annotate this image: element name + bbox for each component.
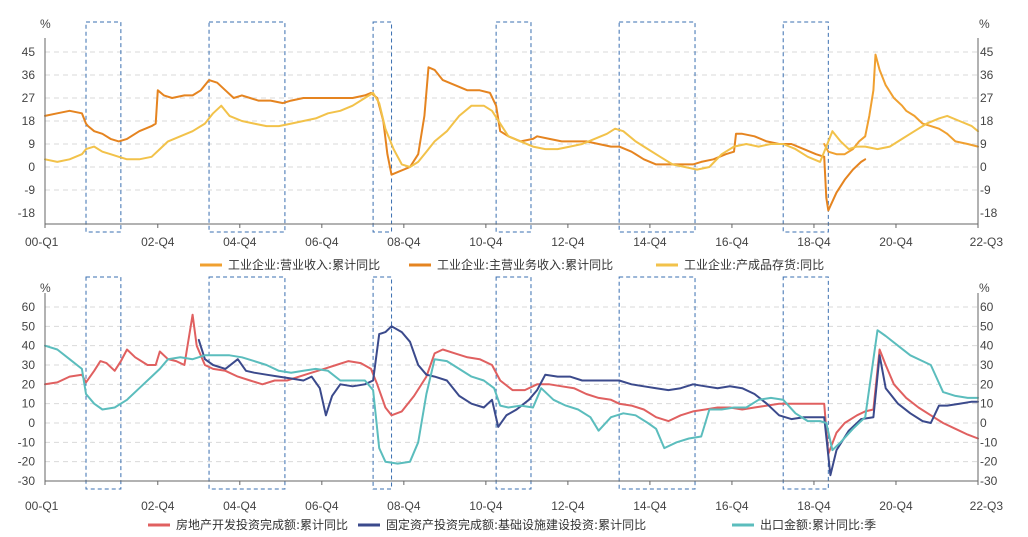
top-right-unit: % xyxy=(979,17,990,31)
highlight-period-box xyxy=(782,21,829,233)
x-tick-label: 10-Q4 xyxy=(469,235,503,249)
x-tick-label: 12-Q4 xyxy=(551,499,585,513)
y-tick-label-right: 30 xyxy=(980,358,994,372)
y-tick-label-right: 20 xyxy=(980,377,994,391)
x-tick-label: 02-Q4 xyxy=(141,235,175,249)
legend-label: 房地产开发投资完成额:累计同比 xyxy=(176,517,348,532)
top-left-unit: % xyxy=(40,17,51,31)
x-tick-label: 14-Q4 xyxy=(633,235,667,249)
y-tick-label-left: -20 xyxy=(18,455,36,469)
y-tick-label-left: 9 xyxy=(28,137,35,151)
y-tick-label-left: 36 xyxy=(22,68,36,82)
highlight-period-box xyxy=(372,276,393,490)
highlight-period-box xyxy=(372,21,393,233)
y-tick-label-right: 40 xyxy=(980,339,994,353)
highlight-period-box xyxy=(495,21,532,233)
highlight-period-box xyxy=(208,21,286,233)
y-tick-label-left: 0 xyxy=(28,160,35,174)
bottom-right-unit: % xyxy=(979,281,990,295)
y-tick-label-right: 60 xyxy=(980,300,994,314)
y-tick-label-left: 40 xyxy=(22,339,36,353)
series-line xyxy=(823,53,949,156)
chart-bottom: -30 -30 -20 -20 -10 -10 0 0 10 10 20 20 30 30 40 40 50 50… xyxy=(18,276,1004,532)
x-tick-label: 16-Q4 xyxy=(715,235,749,249)
legend-label: 工业企业:主营业务收入:累计同比 xyxy=(437,257,613,272)
y-tick-label-right: -20 xyxy=(980,455,998,469)
x-tick-label: 02-Q4 xyxy=(141,499,175,513)
x-tick-label: 06-Q4 xyxy=(305,235,339,249)
series-line xyxy=(823,155,867,212)
x-tick-label: 22-Q3 xyxy=(970,499,1004,513)
x-tick-label: 18-Q4 xyxy=(797,235,831,249)
y-tick-label-left: 45 xyxy=(22,45,36,59)
x-tick-label: 08-Q4 xyxy=(387,499,421,513)
highlight-period-box xyxy=(618,276,696,490)
x-tick-label: 18-Q4 xyxy=(797,499,831,513)
top-legend: 工业企业:营业收入:累计同比 工业企业:主营业务收入:累计同比 工业企业:产成品存货… xyxy=(200,257,824,272)
y-tick-label-left: -9 xyxy=(24,183,35,197)
highlight-period-box xyxy=(208,276,286,490)
y-tick-label-right: 18 xyxy=(980,114,994,128)
y-tick-label-left: 10 xyxy=(22,397,36,411)
highlight-period-box xyxy=(85,21,122,233)
y-tick-label-right: 50 xyxy=(980,319,994,333)
y-tick-label-left: 0 xyxy=(28,416,35,430)
series-line xyxy=(44,329,979,465)
x-tick-label: 08-Q4 xyxy=(387,235,421,249)
x-tick-label: 14-Q4 xyxy=(633,499,667,513)
x-tick-label: 10-Q4 xyxy=(469,499,503,513)
x-tick-label: 00-Q1 xyxy=(25,499,59,513)
y-tick-label-right: -9 xyxy=(980,183,991,197)
x-tick-label: 12-Q4 xyxy=(551,235,585,249)
y-tick-label-left: -18 xyxy=(18,206,36,220)
y-tick-label-right: 45 xyxy=(980,45,994,59)
y-tick-label-left: -10 xyxy=(18,435,36,449)
legend-label: 出口金额:累计同比:季 xyxy=(760,517,876,532)
x-tick-label: 16-Q4 xyxy=(715,499,749,513)
y-tick-label-left: 27 xyxy=(22,91,36,105)
y-tick-label-right: 9 xyxy=(980,137,987,151)
bottom-legend: 房地产开发投资完成额:累计同比 固定资产投资完成额:基础设施建设投资:累计同比 出口… xyxy=(148,517,876,532)
y-tick-label-right: 36 xyxy=(980,68,994,82)
x-tick-label: 04-Q4 xyxy=(223,499,257,513)
legend-label: 固定资产投资完成额:基础设施建设投资:累计同比 xyxy=(386,517,646,532)
y-tick-label-left: 30 xyxy=(22,358,36,372)
y-tick-label-left: 60 xyxy=(22,300,36,314)
x-tick-label: 22-Q3 xyxy=(970,235,1004,249)
highlight-period-box xyxy=(495,276,532,490)
legend-label: 工业企业:产成品存货:同比 xyxy=(684,257,824,272)
y-tick-label-right: 27 xyxy=(980,91,994,105)
series-line xyxy=(44,66,826,176)
y-tick-label-right: -30 xyxy=(980,474,998,488)
y-tick-label-right: 10 xyxy=(980,397,994,411)
y-tick-label-left: 20 xyxy=(22,377,36,391)
x-tick-label: 20-Q4 xyxy=(879,499,913,513)
highlight-period-box xyxy=(782,276,829,490)
y-tick-label-left: -30 xyxy=(18,474,36,488)
series-line xyxy=(197,325,979,477)
x-tick-label: 20-Q4 xyxy=(879,235,913,249)
y-tick-label-right: -10 xyxy=(980,435,998,449)
highlight-period-box xyxy=(618,21,696,233)
y-tick-label-right: -18 xyxy=(980,206,998,220)
y-tick-label-left: 18 xyxy=(22,114,36,128)
chart-top: -18 -18 -9 -9 0 0 9 9 18 18 27 27 36 36 45 45 00-Q1 02-Q4… xyxy=(18,17,1004,272)
highlight-period-box xyxy=(85,276,122,490)
y-tick-label-right: 0 xyxy=(980,160,987,174)
x-tick-label: 04-Q4 xyxy=(223,235,257,249)
series-line xyxy=(44,91,979,171)
legend-label: 工业企业:营业收入:累计同比 xyxy=(228,257,380,272)
y-tick-label-left: 50 xyxy=(22,319,36,333)
x-tick-label: 00-Q1 xyxy=(25,235,59,249)
series-line xyxy=(946,132,979,148)
bottom-left-unit: % xyxy=(40,281,51,295)
x-tick-label: 06-Q4 xyxy=(305,499,339,513)
y-tick-label-right: 0 xyxy=(980,416,987,430)
